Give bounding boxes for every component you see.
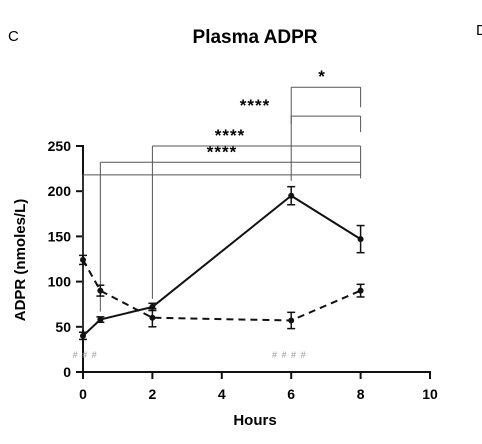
x-tick-label: 6	[287, 386, 295, 402]
next-panel-label: D	[476, 22, 482, 39]
data-point	[357, 287, 364, 294]
significance-label: ****	[215, 126, 245, 145]
axes: 0 50 100 150 200 250 0 2 4 6 8 10	[48, 138, 438, 402]
y-tick-label: 0	[63, 364, 71, 380]
data-point	[288, 317, 295, 324]
significance-label: ****	[240, 96, 270, 115]
data-point	[357, 236, 364, 243]
data-point	[97, 316, 104, 323]
x-tick-label: 4	[218, 386, 226, 402]
y-tick-label: 100	[48, 274, 72, 290]
panel-label: C	[8, 28, 19, 45]
significance-brackets: *************	[82, 67, 362, 330]
data-point	[80, 332, 86, 339]
data-point	[149, 314, 156, 321]
series-line	[82, 259, 361, 322]
significance-label: *	[318, 67, 326, 86]
x-axis-label: Hours	[233, 412, 276, 429]
y-tick-label: 50	[55, 319, 71, 335]
y-axis-label: ADPR (nmoles/L)	[12, 199, 29, 322]
hash-annotations: # # # # # # #	[72, 350, 307, 360]
x-tick-label: 8	[357, 386, 365, 402]
hash-annotation: # # # #	[272, 350, 307, 360]
x-tick-label: 0	[79, 386, 87, 402]
data-series	[79, 185, 365, 341]
data-point	[80, 256, 86, 263]
chart-title: Plasma ADPR	[193, 27, 318, 48]
data-point	[288, 192, 295, 199]
y-tick-label: 200	[48, 183, 72, 199]
y-tick-label: 150	[48, 228, 72, 244]
y-tick-label: 250	[48, 138, 72, 154]
series-line	[82, 194, 362, 337]
significance-label: ****	[207, 142, 237, 161]
hash-annotation: # # #	[72, 350, 97, 360]
data-point	[97, 287, 104, 294]
x-tick-label: 2	[149, 386, 157, 402]
x-tick-label: 10	[422, 386, 438, 402]
